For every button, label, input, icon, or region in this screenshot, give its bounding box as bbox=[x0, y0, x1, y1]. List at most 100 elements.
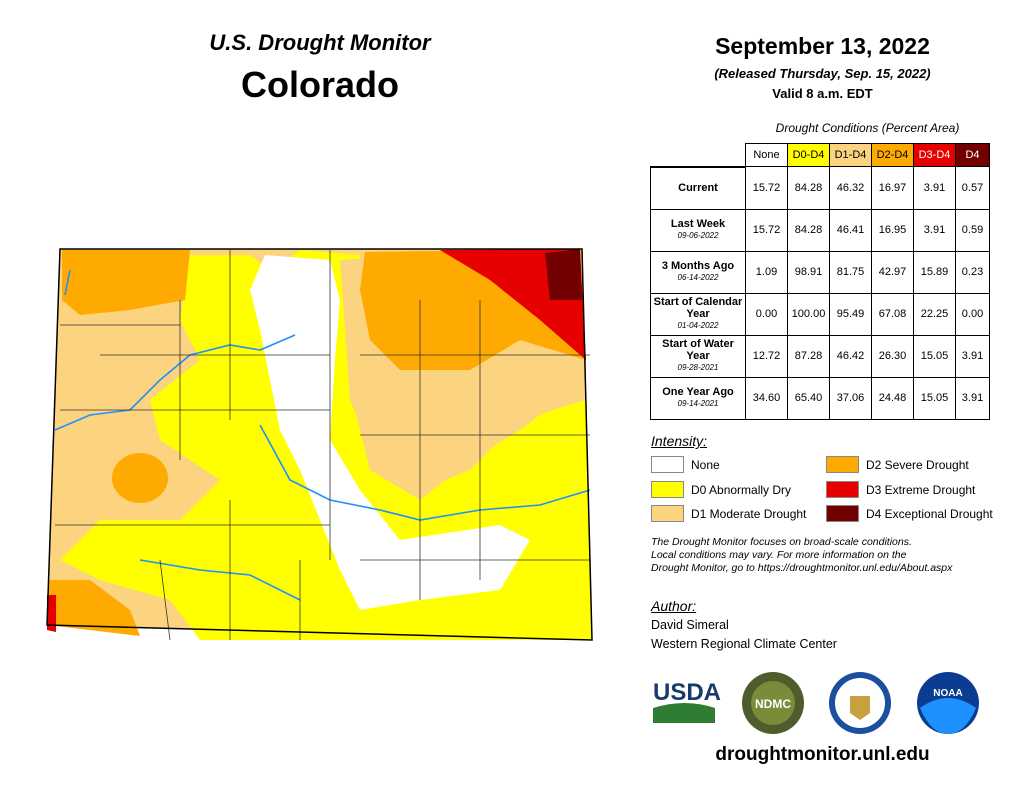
table-cell: 37.06 bbox=[829, 376, 872, 420]
legend-item: D3 Extreme Drought bbox=[826, 481, 975, 498]
d2-southwest bbox=[48, 580, 140, 636]
note-line: Local conditions may vary. For more info… bbox=[651, 549, 907, 561]
release-date: (Released Thursday, Sep. 15, 2022) bbox=[714, 66, 931, 81]
table-cell: 84.28 bbox=[787, 208, 830, 252]
table-caption: Drought Conditions (Percent Area) bbox=[775, 121, 960, 135]
table-cell: 81.75 bbox=[829, 250, 872, 294]
map-date: September 13, 2022 bbox=[715, 33, 930, 59]
table-cell: 12.72 bbox=[745, 334, 788, 378]
row-label-text: Current bbox=[678, 182, 718, 194]
row-date: 01-04-2022 bbox=[677, 321, 719, 330]
legend-item: D1 Moderate Drought bbox=[651, 505, 806, 522]
legend-label: D2 Severe Drought bbox=[866, 457, 969, 472]
table-cell: 95.49 bbox=[829, 292, 872, 336]
table-cell: 42.97 bbox=[871, 250, 914, 294]
row-label: Start of Calendar Year 01-04-2022 bbox=[650, 292, 746, 336]
row-label-text: One Year Ago bbox=[662, 386, 734, 398]
legend-swatch bbox=[826, 481, 859, 498]
table-row: Current 15.72 84.28 46.32 16.97 3.91 0.57 bbox=[650, 166, 990, 210]
table-cell: 84.28 bbox=[787, 166, 830, 210]
table-cell: 3.91 bbox=[913, 208, 956, 252]
table-cell: 46.42 bbox=[829, 334, 872, 378]
table-cell: 3.91 bbox=[913, 166, 956, 210]
table-cell: 65.40 bbox=[787, 376, 830, 420]
table-row: Start of Water Year 09-28-2021 12.72 87.28 4… bbox=[650, 334, 990, 378]
d2-west bbox=[112, 453, 168, 503]
table-row: One Year Ago 09-14-2021 34.60 65.40 37.06 24.… bbox=[650, 376, 990, 420]
table-row: Last Week 09-06-2022 15.72 84.28 46.41 16.95 3… bbox=[650, 208, 990, 252]
legend-item: D0 Abnormally Dry bbox=[651, 481, 791, 498]
legend-label: D4 Exceptional Drought bbox=[866, 506, 993, 521]
table-row: 3 Months Ago 06-14-2022 1.09 98.91 81.75 42.9… bbox=[650, 250, 990, 294]
row-label: Start of Water Year 09-28-2021 bbox=[650, 334, 746, 378]
table-cell: 98.91 bbox=[787, 250, 830, 294]
ndmc-logo: NDMC bbox=[742, 672, 804, 734]
legend-label: D0 Abnormally Dry bbox=[691, 482, 792, 497]
table-cell: 15.72 bbox=[745, 208, 788, 252]
d2-northwest bbox=[62, 250, 190, 315]
table-cell: 15.72 bbox=[745, 166, 788, 210]
row-label-text: Last Week bbox=[670, 218, 726, 230]
drought-conditions-table: None D0-D4 D1-D4 D2-D4 D3-D4 D4 Current 1… bbox=[650, 143, 990, 420]
legend-label: D1 Moderate Drought bbox=[691, 506, 807, 521]
table-cell: 46.32 bbox=[829, 166, 872, 210]
colorado-drought-map bbox=[46, 248, 593, 641]
svg-text:USDA: USDA bbox=[653, 679, 721, 706]
valid-time: Valid 8 a.m. EDT bbox=[772, 86, 873, 101]
legend-swatch bbox=[826, 456, 859, 473]
none-region bbox=[250, 255, 530, 610]
row-date: 06-14-2022 bbox=[677, 273, 719, 282]
website-url[interactable]: droughtmonitor.unl.edu bbox=[715, 744, 930, 765]
table-cell: 100.00 bbox=[787, 292, 830, 336]
legend-item: D2 Severe Drought bbox=[826, 456, 969, 473]
legend-swatch bbox=[651, 456, 684, 473]
author-org: Western Regional Climate Center bbox=[651, 637, 837, 651]
state-title: Colorado bbox=[241, 64, 399, 105]
author-name: David Simeral bbox=[651, 618, 729, 632]
table-cell: 0.00 bbox=[745, 292, 788, 336]
col-d2-d4: D2-D4 bbox=[871, 143, 914, 167]
d3-southwest bbox=[47, 595, 56, 632]
note-line: The Drought Monitor focuses on broad-sca… bbox=[651, 536, 912, 548]
usda-logo: USDA bbox=[653, 679, 721, 723]
legend-item: D4 Exceptional Drought bbox=[826, 505, 993, 522]
legend-title: Intensity: bbox=[651, 433, 708, 449]
col-d4: D4 bbox=[955, 143, 990, 167]
legend-label: D3 Extreme Drought bbox=[866, 482, 976, 497]
legend-label: None bbox=[691, 457, 720, 472]
table-cell: 16.95 bbox=[871, 208, 914, 252]
table-cell: 46.41 bbox=[829, 208, 872, 252]
table-cell: 0.59 bbox=[955, 208, 990, 252]
table-cell: 34.60 bbox=[745, 376, 788, 420]
table-cell: 26.30 bbox=[871, 334, 914, 378]
row-date: 09-28-2021 bbox=[677, 363, 719, 372]
county-lines bbox=[55, 250, 590, 641]
svg-text:NDMC: NDMC bbox=[755, 697, 791, 711]
col-d0-d4: D0-D4 bbox=[787, 143, 830, 167]
note-line: Drought Monitor, go to https://droughtmo… bbox=[651, 562, 953, 574]
rivers bbox=[54, 269, 591, 601]
col-d3-d4: D3-D4 bbox=[913, 143, 956, 167]
table-cell: 87.28 bbox=[787, 334, 830, 378]
row-label-text: Start of Water Year bbox=[662, 338, 734, 362]
header-blank bbox=[650, 143, 746, 168]
row-label: 3 Months Ago 06-14-2022 bbox=[650, 250, 746, 294]
legend-swatch bbox=[826, 505, 859, 522]
noaa-logo: NOAA bbox=[917, 672, 979, 734]
row-label: Last Week 09-06-2022 bbox=[650, 208, 746, 252]
col-d1-d4: D1-D4 bbox=[829, 143, 872, 167]
table-cell: 1.09 bbox=[745, 250, 788, 294]
row-label-text: Start of Calendar Year bbox=[653, 296, 743, 320]
legend-swatch bbox=[651, 505, 684, 522]
legend-item: None bbox=[651, 456, 720, 473]
state-border bbox=[46, 248, 593, 641]
author-title: Author: bbox=[651, 598, 697, 614]
row-label: Current bbox=[650, 166, 746, 210]
table-cell: 0.57 bbox=[955, 166, 990, 210]
table-cell: 0.00 bbox=[955, 292, 990, 336]
table-cell: 24.48 bbox=[871, 376, 914, 420]
row-label-text: 3 Months Ago bbox=[661, 260, 735, 272]
partner-logos: USDA NDMC NOAA bbox=[653, 672, 979, 734]
table-header-row: None D0-D4 D1-D4 D2-D4 D3-D4 D4 bbox=[650, 143, 990, 168]
